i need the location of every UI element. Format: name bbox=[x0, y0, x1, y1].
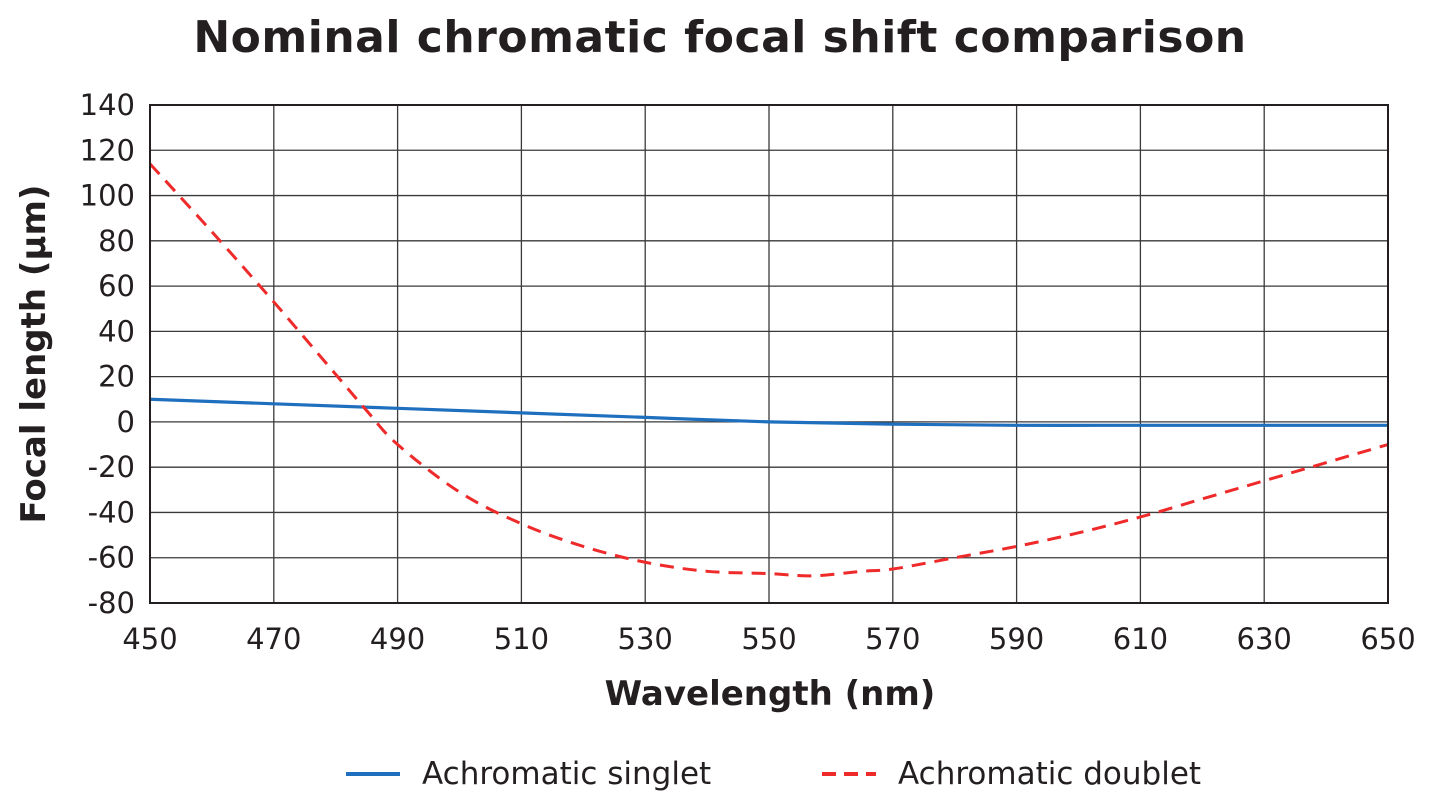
x-tick-label: 550 bbox=[741, 622, 796, 656]
series-line-achromatic-doublet bbox=[148, 162, 1389, 578]
y-tick-label: -40 bbox=[88, 495, 135, 529]
grid bbox=[149, 104, 1389, 604]
y-tick-label: 120 bbox=[80, 133, 135, 167]
tick-labels: 450 470 490 510 530 550 570 590 610 630 650 140 120 1… bbox=[80, 88, 1416, 656]
legend-label-doublet: Achromatic doublet bbox=[898, 756, 1202, 792]
y-tick-label: -60 bbox=[88, 541, 135, 575]
x-tick-label: 450 bbox=[122, 622, 177, 656]
x-tick-label: 490 bbox=[370, 622, 425, 656]
y-tick-label: 80 bbox=[98, 224, 135, 258]
x-tick-label: 470 bbox=[246, 622, 301, 656]
y-axis-title: Focal length (µm) bbox=[14, 184, 54, 524]
x-tick-label: 630 bbox=[1237, 622, 1292, 656]
y-tick-label: 0 bbox=[117, 405, 135, 439]
y-tick-label: 60 bbox=[98, 269, 135, 303]
y-tick-label: -20 bbox=[88, 450, 135, 484]
y-tick-label: -80 bbox=[88, 586, 135, 620]
x-tick-label: 650 bbox=[1360, 622, 1415, 656]
chart-title: Nominal chromatic focal shift comparison bbox=[193, 12, 1247, 63]
series-layer bbox=[148, 162, 1389, 578]
x-tick-label: 510 bbox=[494, 622, 549, 656]
x-tick-label: 530 bbox=[618, 622, 673, 656]
plot-frame bbox=[149, 104, 1389, 604]
y-tick-label: 40 bbox=[98, 314, 135, 348]
x-tick-label: 570 bbox=[865, 622, 920, 656]
x-axis-title: Wavelength (nm) bbox=[604, 674, 936, 714]
y-tick-label: 140 bbox=[80, 88, 135, 122]
legend-swatch-solid-line bbox=[346, 772, 400, 776]
x-tick-label: 610 bbox=[1113, 622, 1168, 656]
y-tick-label: 20 bbox=[98, 360, 135, 394]
legend: Achromatic singlet Achromatic doublet bbox=[0, 752, 1440, 796]
plot-border bbox=[149, 104, 1389, 604]
series-line-achromatic-singlet bbox=[149, 397, 1388, 427]
legend-swatch-dashed-line bbox=[822, 772, 876, 776]
x-tick-label: 590 bbox=[989, 622, 1044, 656]
legend-label-singlet: Achromatic singlet bbox=[422, 756, 712, 792]
legend-item-doublet: Achromatic doublet bbox=[822, 752, 1201, 796]
legend-item-singlet: Achromatic singlet bbox=[346, 752, 711, 796]
y-tick-label: 100 bbox=[80, 179, 135, 213]
